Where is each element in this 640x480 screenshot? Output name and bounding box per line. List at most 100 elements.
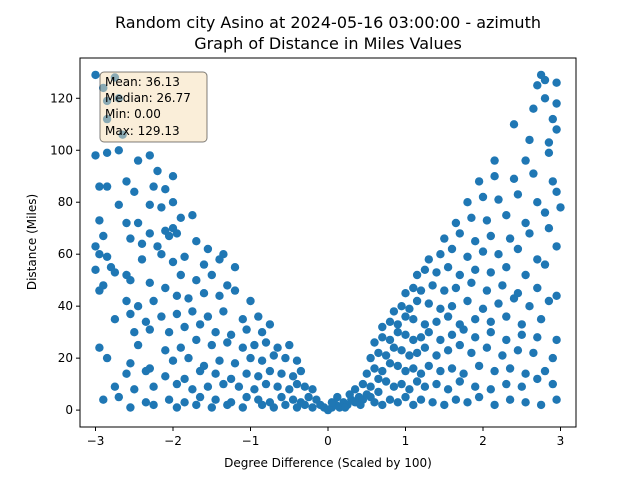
data-point — [463, 398, 472, 407]
data-point — [333, 392, 342, 402]
data-point — [443, 263, 453, 272]
data-point — [405, 385, 414, 394]
data-point — [455, 270, 464, 280]
data-point — [161, 372, 170, 381]
data-point — [416, 369, 426, 378]
data-point — [505, 234, 515, 243]
data-point — [137, 255, 147, 264]
data-point — [180, 374, 189, 384]
data-point — [168, 172, 178, 181]
data-point — [517, 382, 526, 391]
data-point — [304, 392, 313, 402]
data-point — [509, 120, 519, 129]
data-point — [226, 330, 236, 339]
data-point — [440, 400, 449, 410]
data-point — [455, 377, 464, 386]
data-point — [261, 338, 271, 347]
data-point — [505, 364, 515, 373]
data-point — [102, 353, 112, 363]
data-point — [149, 382, 158, 391]
data-point — [521, 156, 530, 165]
data-point — [482, 286, 492, 295]
data-point — [548, 114, 557, 124]
data-point — [176, 213, 185, 222]
data-point — [540, 94, 550, 103]
data-point — [261, 379, 271, 389]
data-point — [254, 372, 263, 381]
data-point — [168, 356, 178, 365]
data-point — [374, 387, 383, 397]
data-point — [529, 169, 538, 178]
data-point — [277, 369, 286, 378]
data-point — [141, 398, 151, 407]
data-point — [195, 366, 205, 376]
data-point — [242, 369, 251, 378]
data-point — [471, 315, 480, 324]
data-point — [467, 278, 476, 287]
data-point — [281, 353, 290, 363]
data-point — [164, 395, 174, 404]
stats-mean: Mean: 36.13 — [105, 75, 180, 89]
data-point — [498, 351, 507, 360]
data-point — [199, 260, 209, 269]
data-point — [482, 343, 492, 352]
data-point — [95, 216, 104, 225]
data-point — [145, 325, 154, 334]
data-point — [428, 398, 437, 407]
data-point — [420, 343, 430, 352]
data-point — [401, 366, 410, 376]
data-point — [378, 400, 387, 410]
data-point — [246, 296, 255, 306]
data-point — [420, 320, 430, 329]
data-point — [416, 286, 426, 295]
data-point — [340, 403, 350, 412]
data-point — [552, 125, 561, 134]
data-point — [296, 366, 306, 376]
data-point — [122, 369, 131, 378]
data-point — [381, 377, 391, 386]
data-point — [238, 343, 247, 352]
data-point — [552, 187, 561, 196]
data-point — [436, 335, 445, 345]
data-point — [176, 343, 185, 352]
data-point — [393, 328, 402, 337]
chart-title-line2: Graph of Distance in Miles Values — [194, 34, 462, 53]
x-tick-label: −1 — [242, 434, 260, 448]
data-point — [345, 390, 354, 399]
data-point — [409, 400, 418, 410]
data-point — [184, 353, 193, 363]
data-point — [242, 325, 251, 334]
data-point — [211, 369, 220, 378]
data-point — [552, 335, 561, 345]
data-point — [552, 395, 561, 404]
data-point — [157, 312, 166, 321]
data-point — [250, 340, 259, 350]
stats-max: Max: 129.13 — [105, 124, 180, 138]
data-point — [436, 304, 445, 313]
data-point — [149, 296, 158, 306]
data-point — [525, 302, 534, 311]
data-point — [474, 361, 484, 371]
data-point — [412, 377, 422, 386]
data-point — [420, 265, 430, 274]
data-point — [440, 234, 449, 243]
data-point — [502, 335, 511, 345]
y-axis-ticks: 0 20 40 60 80 100 120 — [50, 91, 80, 417]
data-point — [467, 213, 476, 222]
data-point — [393, 320, 402, 329]
data-point — [389, 382, 399, 391]
data-point — [126, 359, 135, 368]
data-point — [486, 385, 495, 394]
data-point — [378, 322, 387, 332]
data-point — [250, 385, 259, 394]
data-point — [385, 395, 395, 404]
data-point — [133, 156, 143, 165]
data-point — [126, 276, 135, 285]
data-point — [238, 315, 247, 324]
data-point — [95, 250, 104, 259]
data-point — [548, 177, 557, 186]
data-point — [378, 333, 387, 342]
data-point — [172, 229, 182, 238]
data-point — [455, 320, 464, 329]
data-point — [447, 244, 457, 254]
